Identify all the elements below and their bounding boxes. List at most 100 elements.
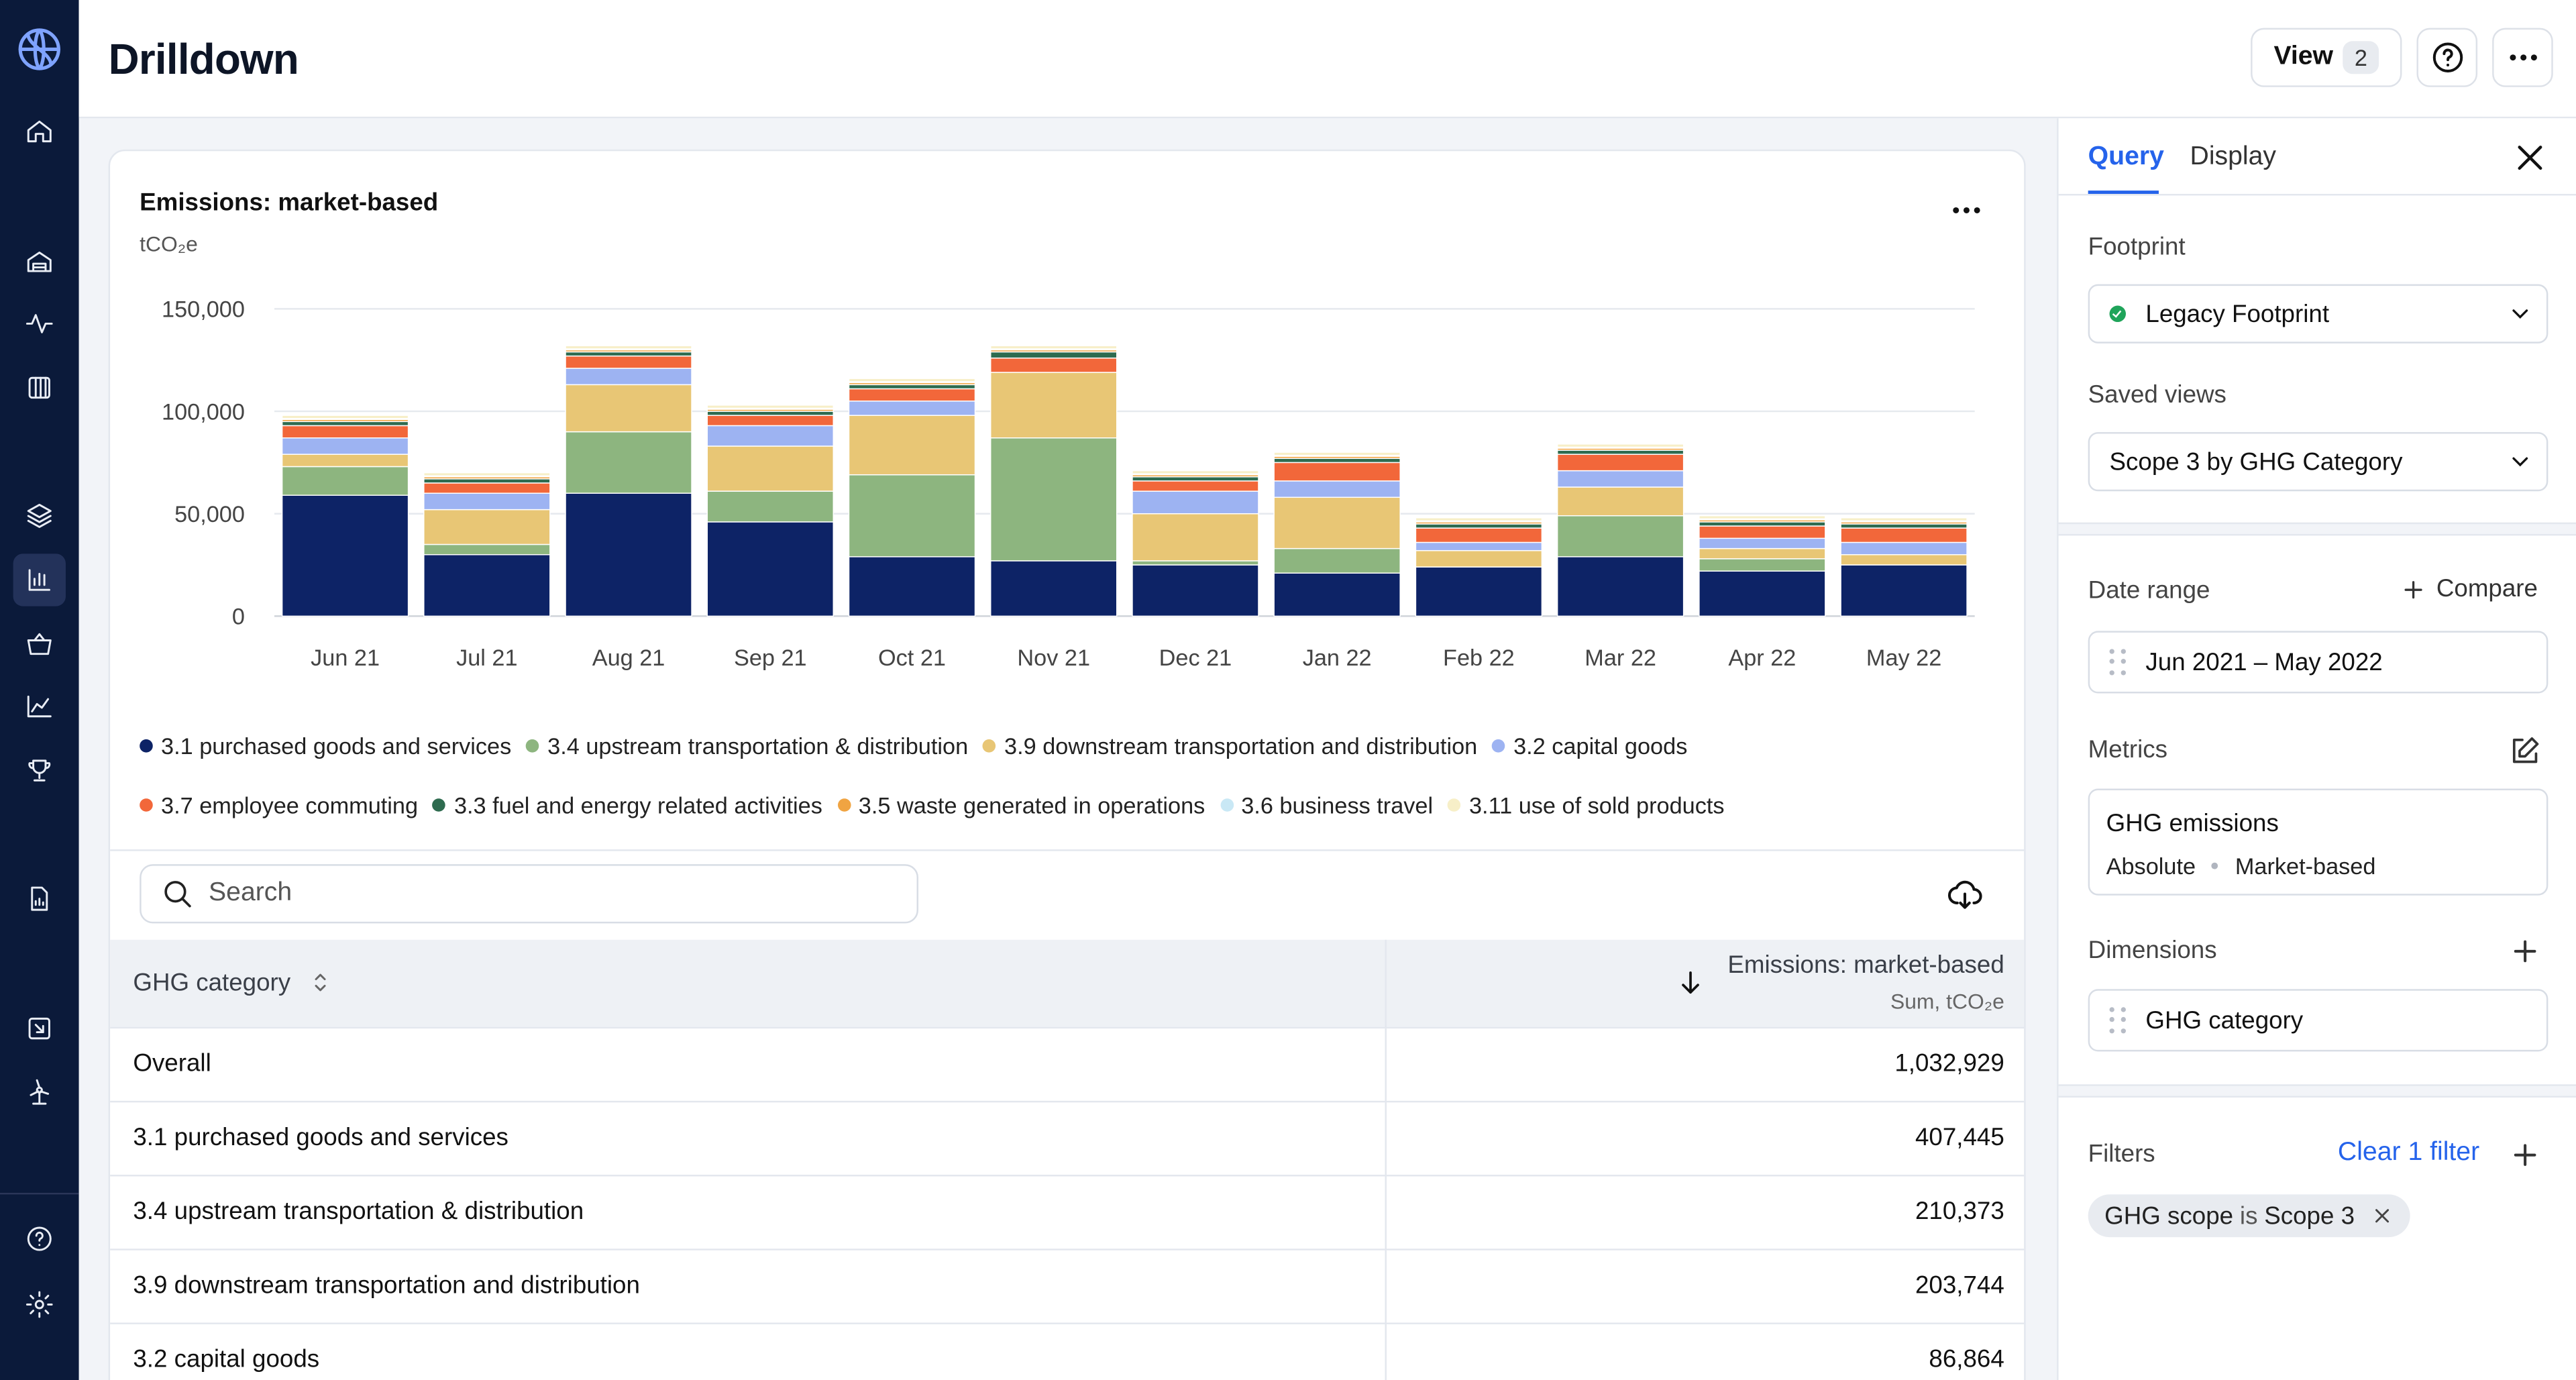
reports-chart-icon[interactable] xyxy=(13,680,66,733)
table-row[interactable]: 3.9 downstream transportation and distri… xyxy=(110,1249,2025,1324)
tab-query[interactable]: Query xyxy=(2088,143,2164,171)
table-row[interactable]: 3.2 capital goods 86,864 xyxy=(110,1322,2025,1380)
search-box[interactable] xyxy=(140,864,918,924)
bar-segment xyxy=(1273,452,1401,456)
bar-segment xyxy=(848,474,976,558)
bar-segment xyxy=(1132,513,1259,562)
metric-mode: Absolute xyxy=(2106,853,2196,880)
bar-segment xyxy=(1840,523,1968,529)
legend-label: 3.2 capital goods xyxy=(1513,733,1688,759)
legend-item[interactable]: 3.5 waste generated in operations xyxy=(837,792,1205,818)
bar-segment xyxy=(1699,570,1826,617)
filter-chip[interactable]: GHG scope is Scope 3 xyxy=(2088,1194,2411,1238)
bar-segment xyxy=(1840,517,1968,522)
bar-segment xyxy=(848,415,976,476)
search-input[interactable] xyxy=(209,879,899,909)
check-circle-icon xyxy=(2109,305,2127,323)
metric-name: GHG emissions xyxy=(2106,810,2279,838)
page-header: Drilldown View 2 xyxy=(78,0,2576,119)
x-tick-label: Oct 21 xyxy=(878,645,946,671)
footprint-select[interactable]: Legacy Footprint xyxy=(2088,284,2548,343)
ledger-icon[interactable] xyxy=(13,362,66,414)
column-header-emissions[interactable]: Emissions: market-based Sum, tCO₂e xyxy=(1385,939,2025,1028)
analytics-icon[interactable] xyxy=(13,553,66,606)
legend-dot xyxy=(140,739,153,753)
drag-handle-icon[interactable] xyxy=(2109,649,2127,675)
bar-segment xyxy=(1556,443,1684,448)
query-panel: Query Display Footprint Legacy Footprint… xyxy=(2057,118,2576,1380)
bar-segment xyxy=(848,388,976,402)
globe-logo-icon[interactable] xyxy=(13,23,66,75)
x-tick-label: Mar 22 xyxy=(1585,645,1656,671)
bar-segment xyxy=(1132,564,1259,617)
legend-label: 3.3 fuel and energy related activities xyxy=(453,792,822,818)
legend-item[interactable]: 3.1 purchased goods and services xyxy=(140,733,511,759)
legend-label: 3.6 business travel xyxy=(1241,792,1434,818)
marketplace-icon[interactable] xyxy=(13,618,66,670)
home-icon[interactable] xyxy=(13,105,66,158)
documents-icon[interactable] xyxy=(13,872,66,924)
x-tick-label: Dec 21 xyxy=(1159,645,1232,671)
edit-icon[interactable] xyxy=(2509,735,2542,767)
saved-views-select[interactable]: Scope 3 by GHG Category xyxy=(2088,432,2548,492)
sort-toggle-icon[interactable] xyxy=(307,970,333,996)
settings-icon[interactable] xyxy=(13,1278,66,1330)
layers-icon[interactable] xyxy=(13,490,66,542)
row-value: 210,373 xyxy=(1385,1175,2025,1250)
legend-item[interactable]: 3.4 upstream transportation & distributi… xyxy=(526,733,968,759)
legend-item[interactable]: 3.9 downstream transportation and distri… xyxy=(983,733,1477,759)
bar-segment xyxy=(1556,486,1684,517)
bar-segment xyxy=(423,509,551,545)
legend-item[interactable]: 3.3 fuel and energy related activities xyxy=(433,792,822,818)
view-button[interactable]: View 2 xyxy=(2251,28,2402,87)
compare-button[interactable]: Compare xyxy=(2400,575,2538,603)
y-tick-label: 150,000 xyxy=(162,297,245,323)
row-value: 407,445 xyxy=(1385,1100,2025,1176)
table-row[interactable]: 3.1 purchased goods and services 407,445 xyxy=(110,1100,2025,1176)
bar-segment xyxy=(1273,496,1401,549)
legend-item[interactable]: 3.2 capital goods xyxy=(1492,733,1687,759)
date-range-field[interactable]: Jun 2021 – May 2022 xyxy=(2088,631,2548,694)
activity-icon[interactable] xyxy=(13,297,66,350)
bar-segment xyxy=(1415,517,1543,522)
table-row[interactable]: Overall 1,032,929 xyxy=(110,1026,2025,1102)
tab-display[interactable]: Display xyxy=(2190,143,2277,171)
import-icon[interactable] xyxy=(13,1002,66,1055)
bar-segment xyxy=(565,351,692,357)
nav-divider xyxy=(0,1192,79,1195)
y-tick-label: 50,000 xyxy=(174,502,245,527)
help-button[interactable] xyxy=(2416,28,2478,87)
bar-segment xyxy=(565,384,692,433)
trophy-icon[interactable] xyxy=(13,744,66,796)
column-header-category[interactable]: GHG category xyxy=(110,939,1386,1028)
remove-filter-icon[interactable] xyxy=(2371,1204,2394,1227)
chart-more-button[interactable] xyxy=(1940,191,1992,230)
add-dimension-icon[interactable] xyxy=(2509,935,2542,967)
bar-segment xyxy=(1415,549,1543,568)
cloud-download-icon xyxy=(1947,880,1982,909)
more-options-button[interactable] xyxy=(2492,28,2553,87)
legend-item[interactable]: 3.11 use of sold products xyxy=(1448,792,1725,818)
add-filter-icon[interactable] xyxy=(2509,1138,2542,1171)
column-header-category-label: GHG category xyxy=(133,969,291,997)
energy-icon[interactable] xyxy=(13,1066,66,1118)
download-button[interactable] xyxy=(1943,875,1986,915)
bar-segment xyxy=(1132,476,1259,482)
legend-item[interactable]: 3.6 business travel xyxy=(1220,792,1433,818)
data-table: GHG category Emissions: market-based Sum… xyxy=(110,939,2025,1380)
table-row[interactable]: 3.4 upstream transportation & distributi… xyxy=(110,1175,2025,1250)
bar-segment xyxy=(1415,523,1543,529)
dimension-field[interactable]: GHG category xyxy=(2088,989,2548,1052)
row-value: 203,744 xyxy=(1385,1249,2025,1324)
arrow-down-icon[interactable] xyxy=(1675,968,1705,998)
facilities-icon[interactable] xyxy=(13,235,66,287)
drag-handle-icon[interactable] xyxy=(2109,1007,2127,1033)
metric-card[interactable]: GHG emissions Absolute Market-based xyxy=(2088,788,2548,896)
legend-item[interactable]: 3.7 employee commuting xyxy=(140,792,418,818)
row-label: Overall xyxy=(110,1026,1386,1102)
view-count-badge: 2 xyxy=(2343,41,2379,74)
y-tick-label: 100,000 xyxy=(162,399,245,425)
help-icon[interactable] xyxy=(13,1212,66,1265)
close-icon[interactable] xyxy=(2512,140,2548,176)
clear-filter-link[interactable]: Clear 1 filter xyxy=(2337,1138,2480,1167)
